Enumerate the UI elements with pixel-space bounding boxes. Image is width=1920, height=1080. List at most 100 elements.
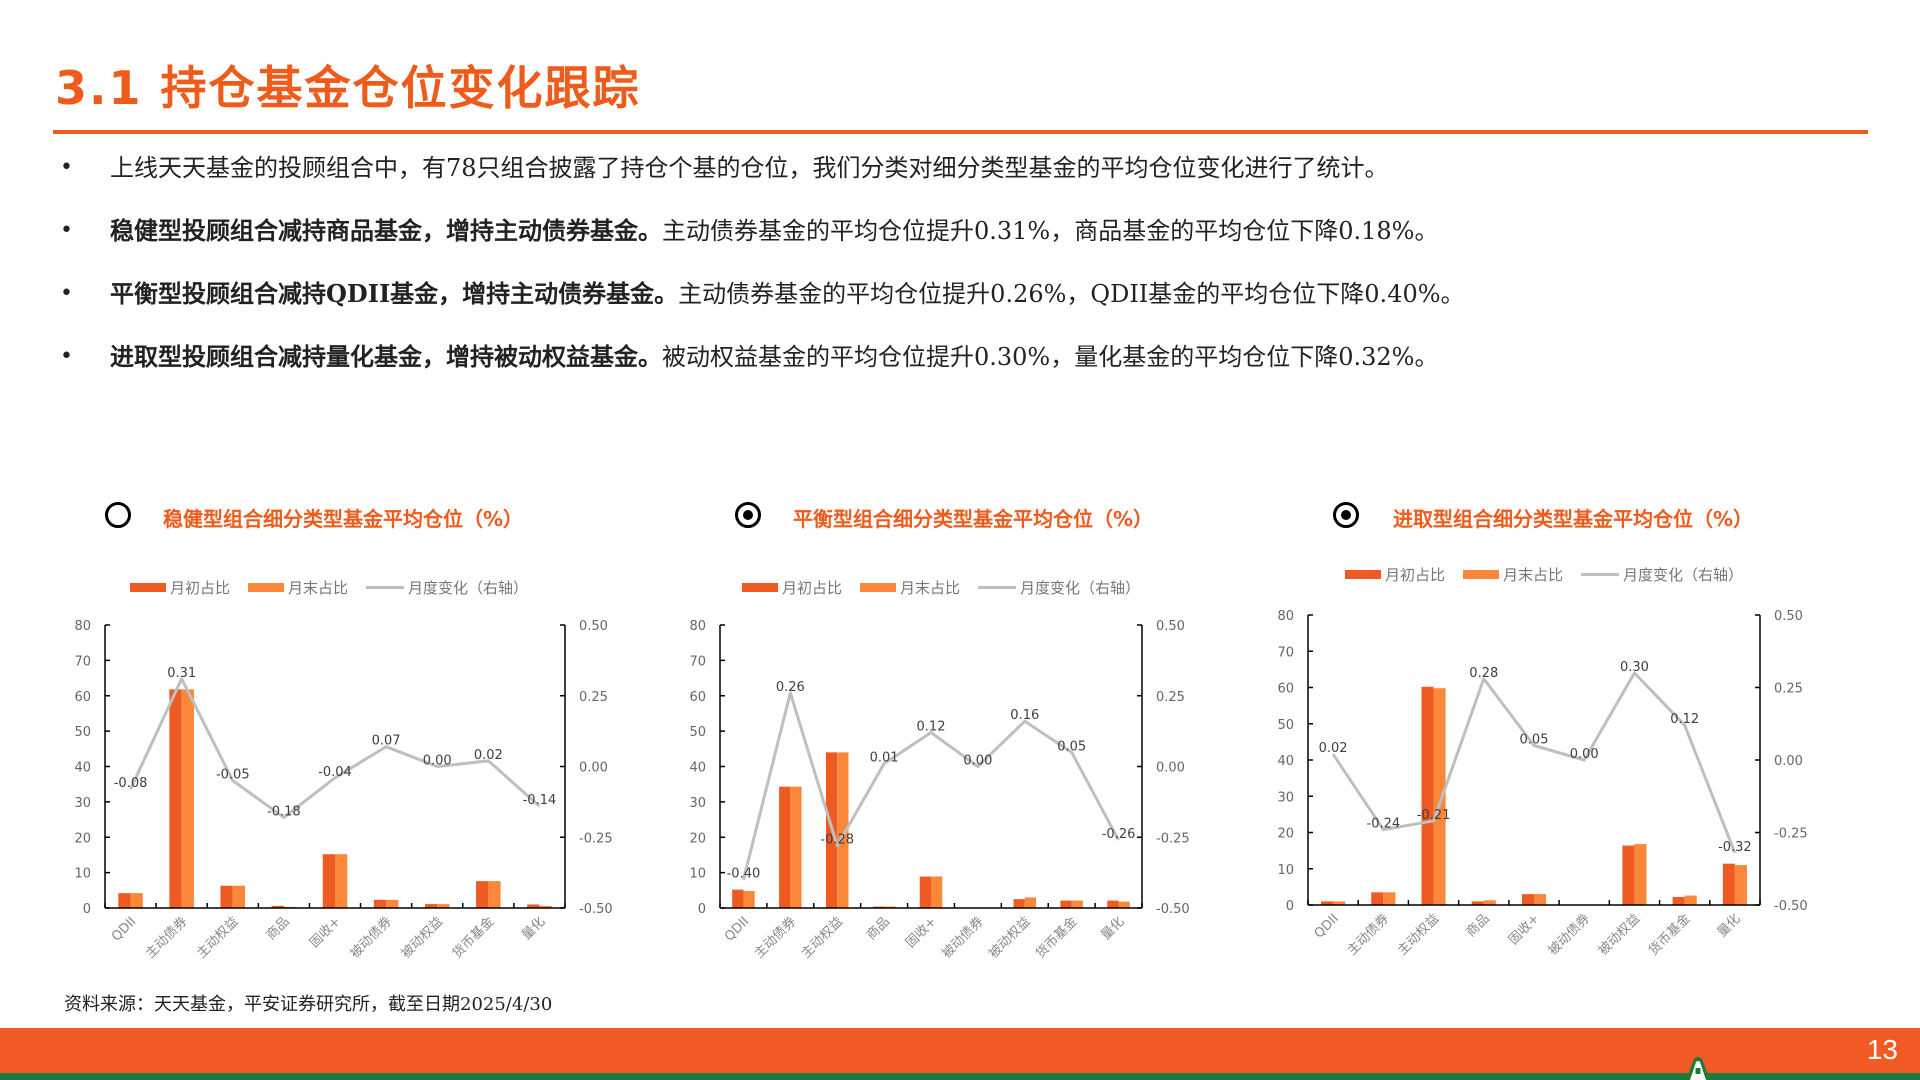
y-tick-label: 70 <box>689 654 706 669</box>
bar-start <box>169 689 182 908</box>
data-label: 0.05 <box>1520 733 1549 748</box>
y-tick-label: 70 <box>74 654 91 669</box>
x-category-label: 主动权益 <box>1394 911 1442 959</box>
data-label: -0.14 <box>523 793 557 808</box>
chart-panel-aggressive: 进取型组合细分类型基金平均仓位（%） 月初占比 月末占比 月度变化（右轴） 0 1… <box>1260 495 1860 965</box>
legend-swatch-start <box>1345 570 1381 579</box>
x-category-label: 被动债券 <box>347 914 395 962</box>
legend-swatch-start <box>130 583 166 592</box>
data-label: 0.26 <box>776 680 805 695</box>
bar-start <box>1107 900 1119 908</box>
x-category-label: 商品 <box>264 914 293 943</box>
data-label: -0.40 <box>727 867 761 882</box>
radio-icon[interactable] <box>105 502 131 528</box>
x-category-label: QDII <box>109 914 139 944</box>
page-title: 3.1 持仓基金仓位变化跟踪 <box>55 61 641 115</box>
y-tick-label: 50 <box>74 725 91 740</box>
bullet-dot-icon: • <box>60 344 73 369</box>
bar-start <box>1672 897 1685 905</box>
x-category-label: 货币基金 <box>1032 914 1080 962</box>
data-label: 0.28 <box>1469 666 1498 681</box>
bar-start <box>779 786 791 908</box>
bullet-bold-text: 稳健型投顾组合减持商品基金，增持主动债券基金。 <box>110 216 662 245</box>
y-tick-label: 0 <box>83 902 91 917</box>
legend-swatch-end <box>1463 570 1500 579</box>
legend-label: 月度变化（右轴） <box>1623 566 1744 584</box>
x-category-label: 固收+ <box>903 914 940 951</box>
bar-start <box>732 889 744 908</box>
bar-start <box>1521 894 1534 905</box>
data-label: -0.24 <box>1367 817 1401 832</box>
x-category-label: 主动债券 <box>1344 911 1392 959</box>
y2-tick-label: 0.00 <box>579 761 608 776</box>
bar-start <box>919 876 931 908</box>
bullet-dot-icon: • <box>60 218 73 243</box>
legend-line-change <box>366 586 405 589</box>
data-label: 0.30 <box>1620 660 1649 675</box>
chart-legend: 月初占比 月末占比 月度变化（右轴） <box>130 577 546 598</box>
bar-start <box>1013 899 1025 908</box>
y2-tick-label: -0.25 <box>1156 831 1190 846</box>
y-tick-label: 80 <box>74 619 91 634</box>
y-tick-label: 30 <box>74 796 91 811</box>
y-tick-label: 10 <box>1277 863 1294 878</box>
bar-end <box>1684 895 1697 905</box>
bullet-item: • 上线天天基金的投顾组合中，有78只组合披露了持仓个基的仓位，我们分类对细分类… <box>60 148 1840 211</box>
x-category-label: 被动债券 <box>1545 911 1593 959</box>
radio-selected-icon[interactable] <box>735 502 761 528</box>
x-category-label: 主动债券 <box>142 914 190 962</box>
legend-label: 月初占比 <box>170 579 231 597</box>
data-label: -0.08 <box>114 776 148 791</box>
bar-end <box>335 854 348 908</box>
source-note: 资料来源：天天基金，平安证券研究所，截至日期2025/4/30 <box>64 994 553 1015</box>
page-number: 13 <box>1866 1034 1898 1065</box>
bar-start <box>1722 863 1735 905</box>
x-category-label: 固收+ <box>307 914 344 951</box>
bar-end <box>437 904 450 908</box>
legend-label: 月度变化（右轴） <box>408 579 529 597</box>
change-line <box>129 677 541 819</box>
bullet-dot-icon: • <box>60 155 73 180</box>
bar-end <box>1734 865 1747 905</box>
x-category-label: 货币基金 <box>1645 911 1693 959</box>
y2-tick-label: 0.25 <box>579 690 608 705</box>
bar-start <box>1471 901 1484 905</box>
legend-label: 月末占比 <box>288 579 349 597</box>
y2-tick-label: -0.50 <box>579 902 613 917</box>
chart-legend: 月初占比 月末占比 月度变化（右轴） <box>742 577 1158 598</box>
y-tick-label: 50 <box>1277 718 1294 733</box>
y2-tick-label: 0.00 <box>1156 761 1185 776</box>
bar-end <box>931 876 943 908</box>
x-category-label: 商品 <box>1464 911 1493 940</box>
bar-start <box>424 904 438 908</box>
x-category-label: 被动权益 <box>1595 911 1643 959</box>
x-category-label: 货币基金 <box>449 914 497 962</box>
legend-label: 月初占比 <box>782 579 843 597</box>
bullet-item: • 进取型投顾组合减持量化基金，增持被动权益基金。被动权益基金的平均仓位提升0.… <box>60 337 1840 400</box>
bar-end <box>1433 688 1446 905</box>
y2-tick-label: 0.25 <box>1156 690 1185 705</box>
data-label: 0.12 <box>917 720 946 735</box>
chart-title: 进取型组合细分类型基金平均仓位（%） <box>1393 507 1754 531</box>
y-tick-label: 10 <box>689 867 706 882</box>
chart-panel-conservative: 稳健型组合细分类型基金平均仓位（%） 月初占比 月末占比 月度变化（右轴） 0 1… <box>60 495 660 965</box>
data-label: 0.00 <box>963 754 992 769</box>
y-tick-label: 40 <box>689 761 706 776</box>
combo-chart: 0 10 20 30 40 50 60 70 80 -0.50 -0.25 0.00 0.25 0.50 Q… <box>689 619 1190 962</box>
data-label: 0.02 <box>474 748 503 763</box>
x-category-label: 量化 <box>1715 911 1744 940</box>
y-tick-label: 70 <box>1277 645 1294 660</box>
legend-swatch-end <box>860 583 897 592</box>
chart-title: 平衡型组合细分类型基金平均仓位（%） <box>793 507 1154 531</box>
y-tick-label: 20 <box>74 831 91 846</box>
bullet-bold-text: 平衡型投顾组合减持QDII基金，增持主动债券基金。 <box>110 279 679 308</box>
chart-legend: 月初占比 月末占比 月度变化（右轴） <box>1345 564 1761 585</box>
y2-tick-label: 0.50 <box>579 619 608 634</box>
data-label: -0.05 <box>216 768 250 783</box>
legend-line-change <box>1581 573 1620 576</box>
data-label: -0.04 <box>318 765 352 780</box>
bar-end <box>743 891 755 908</box>
radio-selected-icon[interactable] <box>1333 502 1359 528</box>
logo-icon <box>1686 1057 1710 1080</box>
y-tick-label: 10 <box>74 867 91 882</box>
